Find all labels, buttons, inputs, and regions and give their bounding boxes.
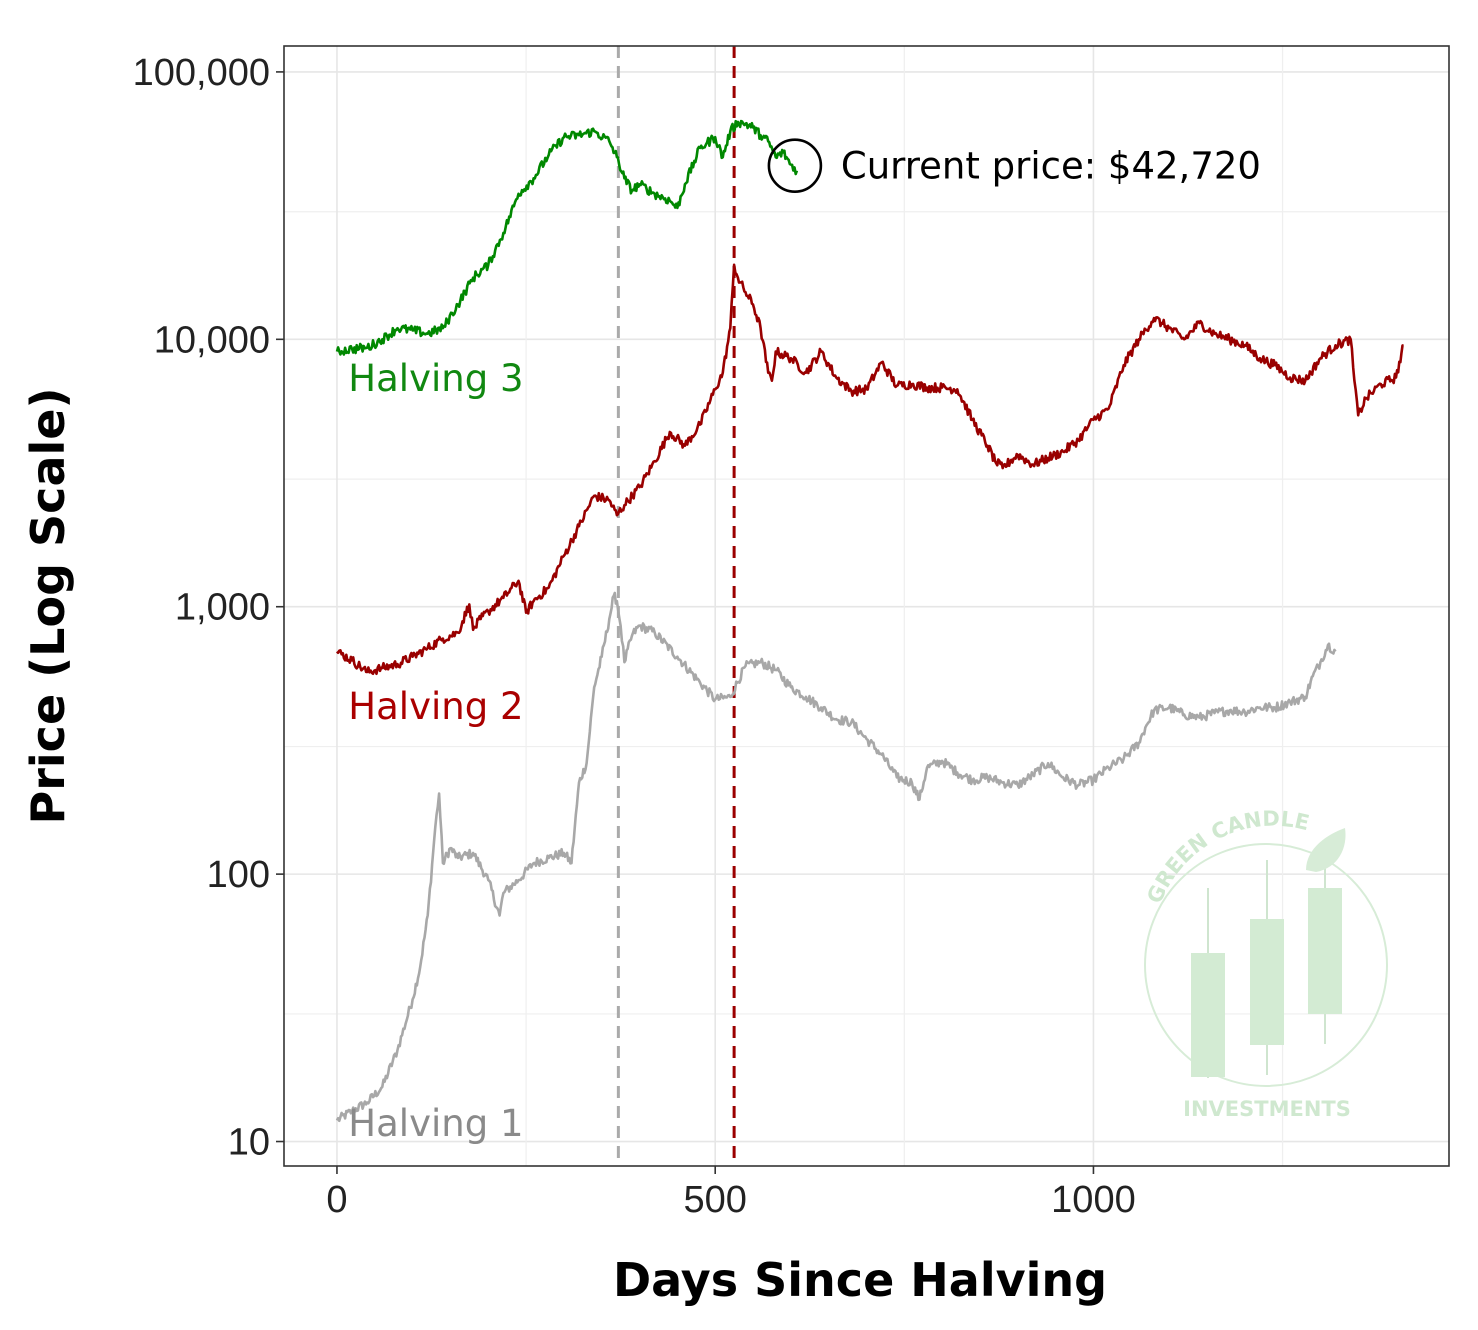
current-price-label: Current price: $42,720 — [841, 145, 1261, 188]
y-tick-label: 1,000 — [175, 587, 270, 629]
x-axis-title: Days Since Halving — [613, 1253, 1107, 1307]
x-tick-label: 1000 — [1051, 1179, 1136, 1221]
logo-leaf-icon — [1306, 828, 1346, 872]
y-tick-label: 100,000 — [133, 52, 270, 94]
series-label-halving-1: Halving 1 — [348, 1102, 523, 1145]
x-axis-ticks: 0 500 1000 — [326, 1166, 1136, 1221]
series-labels: Halving 1 Halving 2 Halving 3 — [348, 357, 523, 1145]
price-series — [335, 119, 1404, 1123]
logo-candle-body-2 — [1250, 919, 1284, 1045]
logo-bottom-text: INVESTMENTS — [1183, 1097, 1351, 1121]
y-tick-label: 10 — [228, 1122, 270, 1164]
series-line-halving-1 — [335, 591, 1337, 1123]
series-label-halving-3: Halving 3 — [348, 357, 523, 400]
current-price-annotation: Current price: $42,720 — [767, 138, 1261, 193]
current-price-marker — [767, 138, 823, 193]
y-axis-title: Price (Log Scale) — [21, 388, 75, 825]
logo-candle-body-1 — [1191, 953, 1225, 1077]
logo-candle-body-3 — [1308, 888, 1342, 1014]
green-candle-logo: GREEN CANDLE INVESTMENTS — [1142, 807, 1388, 1121]
series-line-halving-3 — [335, 119, 799, 356]
series-label-halving-2: Halving 2 — [348, 685, 523, 728]
y-tick-label: 100 — [207, 854, 270, 896]
series-line-halving-2 — [336, 263, 1404, 676]
x-tick-label: 0 — [326, 1179, 347, 1221]
y-axis-ticks: 10 100 1,000 10,000 100,000 — [133, 52, 284, 1164]
logo-ring — [1144, 843, 1388, 1087]
x-tick-label: 500 — [683, 1179, 746, 1221]
y-tick-label: 10,000 — [154, 319, 270, 361]
